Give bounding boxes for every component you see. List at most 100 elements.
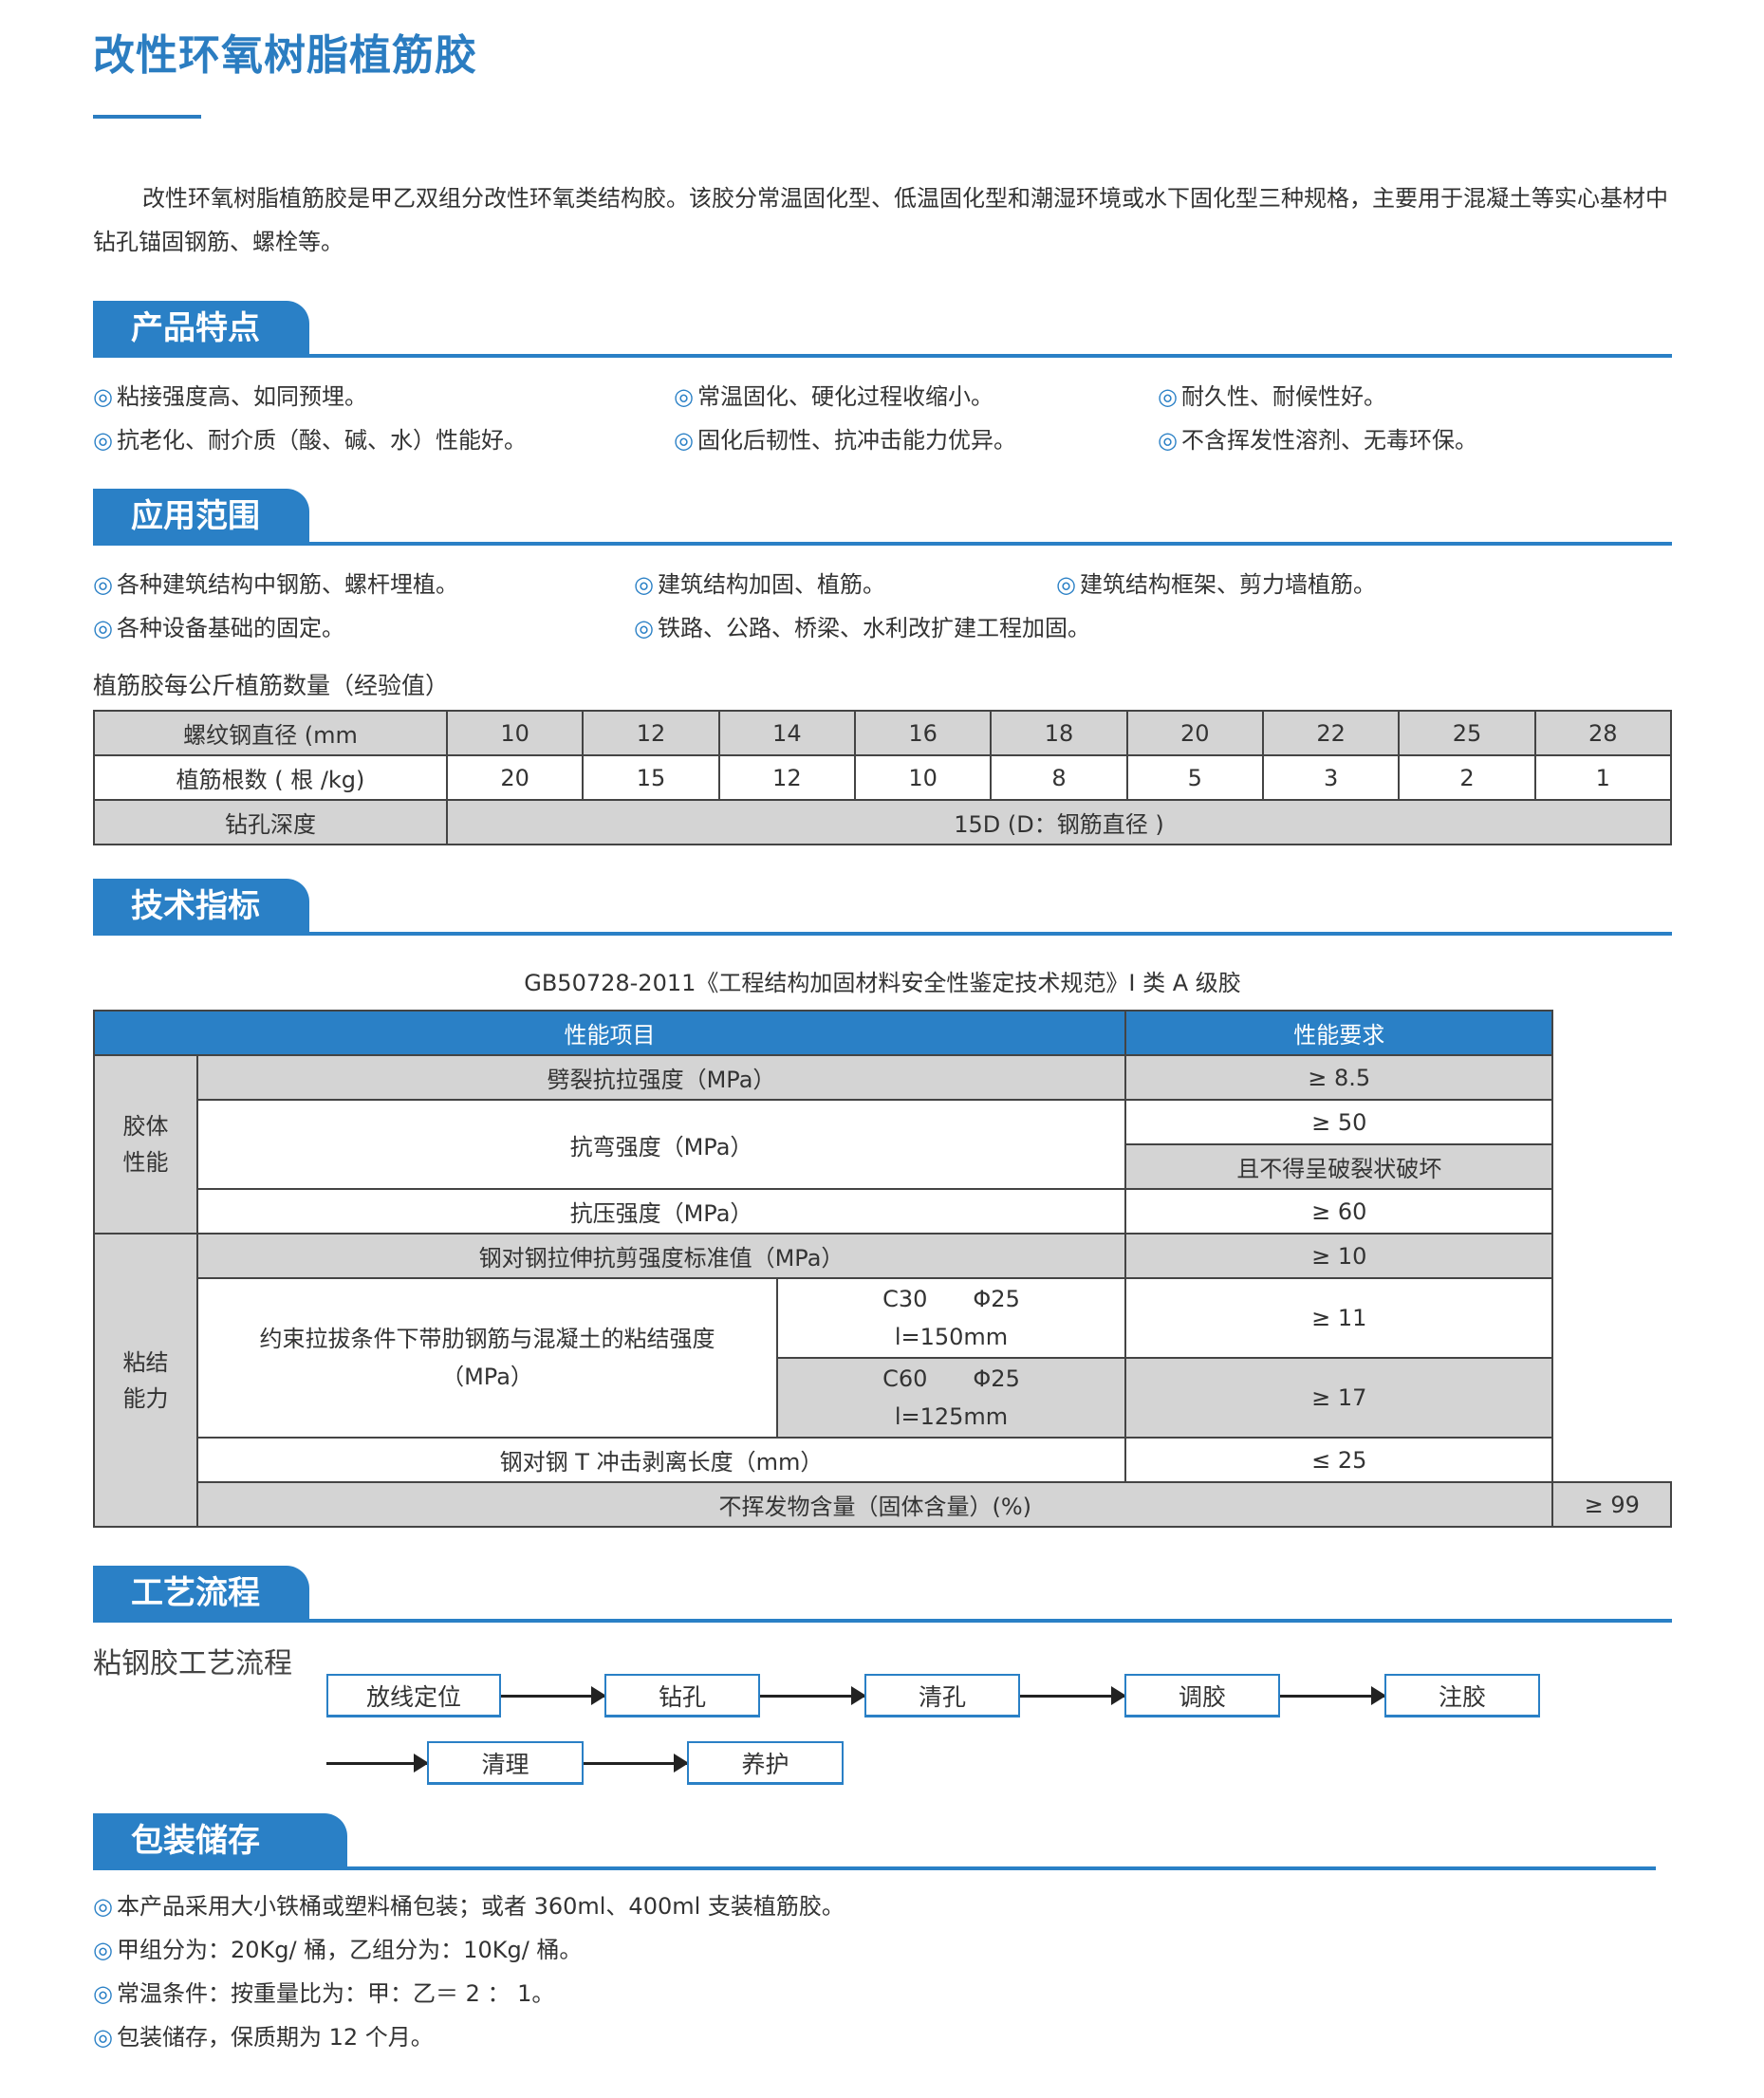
item-text: 建筑结构加固、植筋。 (657, 571, 885, 598)
list-item: ◎ 耐久性、耐候性好。 (1158, 378, 1386, 411)
cell: 12 (717, 754, 856, 801)
cell: ≥ 8.5 (1123, 1054, 1554, 1101)
item-text: 不含挥发性溶剂、无毒环保。 (1180, 427, 1477, 454)
item-text: 各种设备基础的固定。 (116, 615, 344, 641)
list-item: ◎ 铁路、公路、桥梁、水利改扩建工程加固。 (634, 609, 1090, 642)
item-text: 各种建筑结构中钢筋、螺杆埋植。 (116, 571, 458, 598)
table-row: 抗弯强度（MPa） ≥ 50 (94, 1099, 1671, 1190)
cell: 25 (1398, 710, 1536, 756)
cell: 钢对钢拉伸抗剪强度标准值（MPa） (196, 1233, 1126, 1279)
section-process-heading: 工艺流程 (93, 1566, 309, 1621)
table-row: 钻孔深度 15D (D：钢筋直径 ) (93, 799, 1672, 845)
item-text: 粘接强度高、如同预埋。 (116, 383, 367, 410)
table-row: 约束拉拔条件下带肋钢筋与混凝土的粘结强度（MPa） C30 Φ25 l=150mm… (94, 1277, 1671, 1439)
list-item: ◎ 建筑结构框架、剪力墙植筋。 (1056, 566, 1376, 599)
list-item: ◎ 各种设备基础的固定。 (93, 609, 344, 642)
flow-step: 注胶 (1384, 1674, 1540, 1717)
bullet-icon: ◎ (93, 615, 113, 641)
table-row: 胶体 性能 劈裂抗拉强度（MPa） ≥ 8.5 (93, 1054, 1671, 1235)
flow-step: 调胶 (1124, 1674, 1280, 1717)
cell: 2 (1398, 754, 1536, 801)
cell: 28 (1533, 710, 1673, 756)
section-applications-heading: 应用范围 (93, 489, 309, 544)
col-header: 性能项目 (93, 1010, 1126, 1056)
arrow-right-icon (584, 1754, 689, 1773)
table-row: 且不得呈破裂状破坏 (94, 1143, 1671, 1190)
bullet-icon: ◎ (1158, 383, 1178, 410)
bullet-icon: ◎ (674, 383, 694, 410)
cell: 3 (1261, 754, 1401, 801)
bullet-icon: ◎ (93, 1980, 113, 2007)
divider (93, 1866, 1656, 1870)
cell: ≥ 11 (1123, 1277, 1554, 1359)
list-item: ◎ 常温固化、硬化过程收缩小。 (674, 378, 993, 411)
table-row: 钢对钢 T 冲击剥离长度（mm） ≤ 25 (94, 1437, 1671, 1483)
table-row: 不挥发物含量（固体含量）(%) ≥ 99 (94, 1481, 1672, 1528)
divider (93, 1619, 1672, 1623)
flow-step: 清理 (427, 1741, 584, 1785)
group-label: 粘结 能力 (93, 1233, 198, 1528)
cell: 20 (445, 754, 585, 801)
cell: 10 (445, 710, 585, 756)
list-item: ◎ 包装储存，保质期为 12 个月。 (93, 2018, 434, 2052)
list-item: ◎ 粘接强度高、如同预埋。 (93, 378, 367, 411)
bullet-icon: ◎ (1056, 571, 1076, 598)
process-subtitle: 粘钢胶工艺流程 (93, 1647, 292, 1680)
cell: ≥ 99 (1551, 1481, 1672, 1528)
cell: ≥ 17 (1123, 1357, 1554, 1439)
bullet-icon: ◎ (93, 1893, 113, 1920)
list-item: ◎ 不含挥发性溶剂、无毒环保。 (1158, 421, 1477, 455)
cell: 14 (717, 710, 856, 756)
group-label: 胶体 性能 (93, 1054, 198, 1235)
list-item: ◎ 甲组分为：20Kg/ 桶，乙组分为：10Kg/ 桶。 (93, 1931, 582, 1964)
cell-line: l=150mm (894, 1324, 1009, 1350)
item-text: 抗老化、耐介质（酸、碱、水）性能好。 (116, 427, 527, 454)
cell-line: l=125mm (894, 1403, 1009, 1430)
standard-caption: GB50728-2011《工程结构加固材料安全性鉴定技术规范》I 类 A 级胶 (524, 970, 1241, 996)
divider (93, 354, 1672, 358)
bullet-icon: ◎ (674, 427, 694, 454)
cell: ≥ 10 (1123, 1233, 1554, 1279)
list-item: ◎ 建筑结构加固、植筋。 (634, 566, 885, 599)
cell: 12 (582, 710, 720, 756)
list-item: ◎ 本产品采用大小铁桶或塑料桶包装；或者 360ml、400ml 支装植筋胶。 (93, 1887, 845, 1921)
list-item: ◎ 常温条件：按重量比为：甲：乙＝ 2 ： 1。 (93, 1975, 554, 2008)
table-header: 性能项目 性能要求 (93, 1010, 1671, 1056)
arrow-right-icon (326, 1754, 429, 1773)
row-label: 螺纹钢直径 (mm (93, 710, 448, 756)
item-text: 常温条件：按重量比为：甲：乙＝ 2 ： 1。 (116, 1980, 555, 2007)
cell: 5 (1125, 754, 1264, 801)
flow-step: 放线定位 (326, 1674, 501, 1717)
item-text: 常温固化、硬化过程收缩小。 (696, 383, 993, 410)
item-text: 甲组分为：20Kg/ 桶，乙组分为：10Kg/ 桶。 (116, 1937, 583, 1963)
specs-table: 性能项目 性能要求 胶体 性能 劈裂抗拉强度（MPa） ≥ 8.5 抗弯强度（M… (93, 1010, 1672, 1528)
cell: 16 (853, 710, 993, 756)
cell: 8 (990, 754, 1128, 801)
cell: ≥ 50 (1123, 1099, 1554, 1145)
flow-step: 清孔 (864, 1674, 1020, 1717)
cell-line: C60 Φ25 (882, 1365, 1020, 1392)
flow-step: 钻孔 (604, 1674, 760, 1717)
flow-step: 养护 (687, 1741, 844, 1785)
cell: 20 (1125, 710, 1264, 756)
cell: 18 (990, 710, 1128, 756)
bullet-icon: ◎ (93, 427, 113, 454)
section-specs-heading: 技术指标 (93, 879, 309, 934)
cell: 抗弯强度（MPa） (196, 1099, 1126, 1190)
cell: ≥ 60 (1123, 1188, 1554, 1235)
item-text: 建筑结构框架、剪力墙植筋。 (1079, 571, 1376, 598)
bullet-icon: ◎ (634, 571, 654, 598)
bullet-icon: ◎ (93, 1937, 113, 1963)
bullet-icon: ◎ (93, 2024, 113, 2051)
item-text: 包装储存，保质期为 12 个月。 (116, 2024, 434, 2051)
arrow-right-icon (501, 1686, 606, 1705)
cell: 1 (1533, 754, 1673, 801)
cell: 抗压强度（MPa） (196, 1188, 1126, 1235)
cell: 劈裂抗拉强度（MPa） (196, 1054, 1126, 1101)
arrow-right-icon (1280, 1686, 1386, 1705)
table-row: 抗压强度（MPa） ≥ 60 (94, 1188, 1671, 1235)
item-text: 耐久性、耐候性好。 (1180, 383, 1386, 410)
cell: ≤ 25 (1123, 1437, 1554, 1483)
row-label: 植筋根数 ( 根 /kg) (93, 754, 448, 801)
cell: C30 Φ25 l=150mm (776, 1277, 1126, 1359)
